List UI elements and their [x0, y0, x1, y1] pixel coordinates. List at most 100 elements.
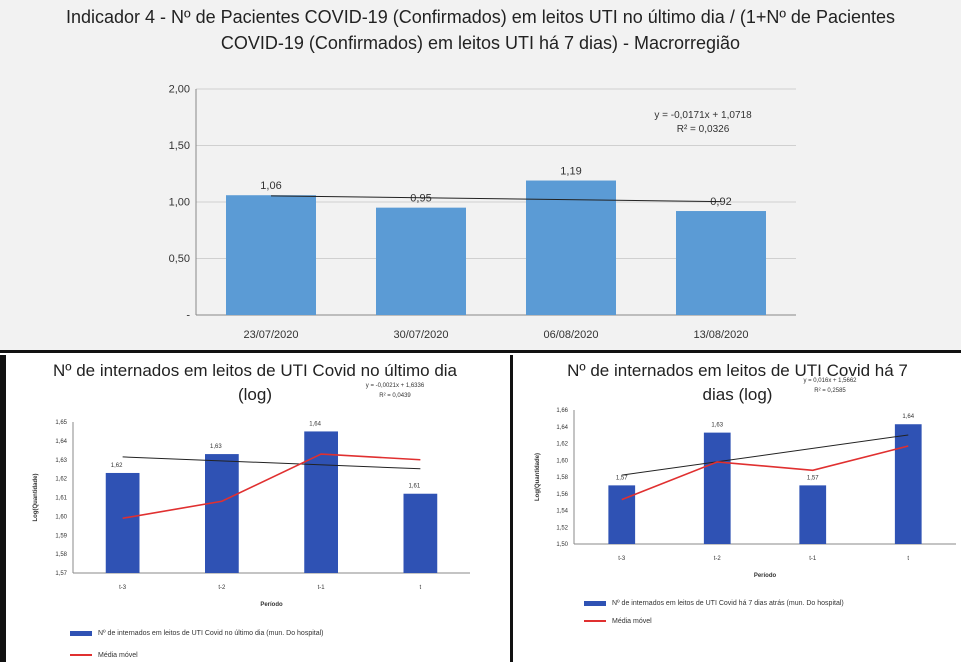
bar	[676, 211, 766, 315]
x-tick-label: 06/08/2020	[543, 329, 598, 341]
line-swatch	[584, 620, 606, 623]
bottom-left-title-line2: (log)	[237, 385, 272, 404]
top-chart-title-line2: COVID-19 (Confirmados) em leitos UTI há …	[220, 33, 741, 53]
bottom-right-chart-panel: Nº de internados em leitos de UTI Covid …	[514, 355, 961, 662]
x-tick-label: t-3	[119, 585, 127, 591]
data-label: 1,06	[260, 180, 281, 192]
bottom-left-chart-panel: Nº de internados em leitos de UTI Covid …	[0, 355, 513, 662]
bottom-left-legend-line: Média móvel	[70, 652, 138, 659]
legend-line-label: Média móvel	[98, 652, 138, 659]
y-tick-label: 1,58	[55, 552, 67, 558]
y-axis-label: Log(Quantidade)	[33, 474, 39, 522]
data-label: 0,92	[710, 196, 731, 208]
top-chart-svg: - 0,50 1,00 1,50 2,00 1,06 23/07/2020 0,95 30/07…	[169, 84, 796, 341]
y-axis-label: Log(Quantidade)	[535, 453, 541, 501]
x-tick-label: 23/07/2020	[243, 329, 298, 341]
y-tick-label: 1,56	[556, 492, 568, 498]
bar	[105, 472, 140, 573]
y-tick-label: 1,64	[55, 439, 67, 445]
y-tick-label: 1,50	[169, 140, 190, 152]
bar	[205, 454, 239, 573]
bar	[799, 485, 827, 544]
x-tick-label: t-2	[218, 585, 226, 591]
bottom-left-legend-bars: Nº de internados em leitos de UTI Covid …	[70, 630, 324, 637]
y-tick-label: 1,62	[556, 442, 568, 448]
y-tick-label: 1,60	[556, 458, 568, 464]
trendline-equation: y = 0,016x + 1,5662	[803, 378, 857, 384]
trendline-r2: R² = 0,0326	[677, 124, 730, 135]
bar	[526, 180, 616, 315]
y-tick-label: 2,00	[169, 84, 190, 96]
y-tick-label: 1,66	[556, 408, 568, 414]
x-tick-label: 30/07/2020	[393, 329, 448, 341]
x-tick-label: t-3	[618, 556, 626, 562]
y-tick-label: 1,64	[556, 425, 568, 431]
top-chart-title-line1: Indicador 4 - Nº de Pacientes COVID-19 (…	[65, 7, 895, 27]
y-tick-label: 1,59	[55, 533, 67, 539]
top-chart-panel: Indicador 4 - Nº de Pacientes COVID-19 (…	[0, 0, 961, 353]
bottom-left-title-line1: Nº de internados em leitos de UTI Covid …	[52, 361, 457, 380]
bottom-right-title-line2: dias (log)	[702, 385, 773, 404]
bar	[376, 207, 466, 315]
trendline	[270, 195, 722, 203]
data-label: 1,64	[309, 421, 321, 427]
data-label: 1,63	[711, 423, 723, 429]
bottom-left-chart-title: Nº de internados em leitos de UTI Covid …	[0, 359, 510, 407]
bar-swatch	[584, 600, 606, 606]
y-tick-label: 0,50	[169, 253, 190, 265]
data-label: 1,61	[409, 484, 421, 490]
trendline	[621, 434, 909, 476]
y-tick-label: 1,54	[556, 509, 568, 515]
x-tick-label: t-1	[809, 556, 817, 562]
bar	[304, 431, 338, 573]
moving-average-line	[621, 445, 909, 501]
x-tick-label: 13/08/2020	[693, 329, 748, 341]
x-tick-label: t	[907, 556, 909, 562]
left-edge-strip	[0, 355, 6, 662]
data-label: 1,19	[560, 166, 581, 178]
y-tick-label: 1,58	[556, 475, 568, 481]
y-tick-label: 1,52	[556, 525, 568, 531]
moving-average-line	[122, 453, 421, 520]
y-tick-label: 1,00	[169, 197, 190, 209]
bottom-right-chart-svg: 1,50 1,52 1,54 1,56 1,58 1,60 1,62 1,64 1,66 1,57…	[535, 378, 956, 579]
y-tick-label: 1,61	[55, 496, 67, 502]
trendline	[122, 456, 421, 470]
trendline-equation: y = -0,0021x + 1,6336	[366, 383, 425, 389]
x-axis-label: Período	[260, 602, 283, 608]
bar-swatch	[70, 630, 92, 636]
data-label: 0,95	[410, 193, 431, 205]
bar	[403, 493, 438, 573]
data-label: 1,62	[111, 463, 123, 469]
y-tick-label: 1,60	[55, 514, 67, 520]
data-label: 1,64	[902, 414, 914, 420]
line-swatch	[70, 654, 92, 657]
y-tick-label: 1,57	[55, 571, 67, 577]
y-tick-label: 1,62	[55, 477, 67, 483]
data-label: 1,57	[616, 475, 628, 481]
bottom-left-chart-svg: 1,57 1,58 1,59 1,60 1,61 1,62 1,63 1,64 1,65 1,62…	[33, 383, 470, 608]
x-tick-label: t	[420, 585, 422, 591]
y-tick-label: -	[186, 310, 190, 322]
y-tick-label: 1,63	[55, 458, 67, 464]
y-tick-label: 1,50	[556, 542, 568, 548]
bottom-right-title-line1: Nº de internados em leitos de UTI Covid …	[567, 361, 908, 380]
x-axis-label: Período	[754, 573, 777, 579]
trendline-r2: R² = 0,2585	[814, 388, 846, 394]
top-chart-title: Indicador 4 - Nº de Pacientes COVID-19 (…	[0, 4, 961, 56]
trendline-r2: R² = 0,0439	[379, 393, 411, 399]
bar	[894, 424, 922, 544]
bar	[608, 485, 636, 544]
bar	[226, 195, 316, 315]
data-label: 1,57	[807, 475, 819, 481]
bottom-right-legend-bars: Nº de internados em leitos de UTI Covid …	[584, 600, 844, 607]
legend-line-label: Média móvel	[612, 618, 652, 625]
bottom-right-legend-line: Média móvel	[584, 618, 652, 625]
y-tick-label: 1,65	[55, 420, 67, 426]
bottom-right-chart-title: Nº de internados em leitos de UTI Covid …	[514, 359, 961, 407]
legend-bars-label: Nº de internados em leitos de UTI Covid …	[612, 600, 844, 607]
x-tick-label: t-2	[714, 556, 722, 562]
x-tick-label: t-1	[318, 585, 326, 591]
trendline-equation: y = -0,0171x + 1,0718	[654, 110, 752, 121]
bar	[703, 432, 731, 544]
